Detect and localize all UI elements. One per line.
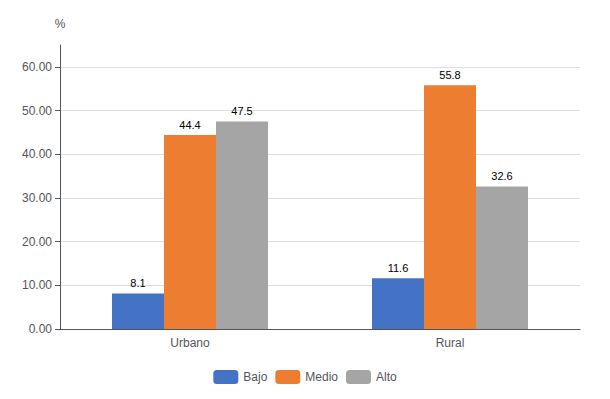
svg-text:32.6: 32.6 <box>491 170 512 182</box>
svg-text:Rural: Rural <box>436 336 465 350</box>
svg-text:50.00: 50.00 <box>22 104 52 118</box>
svg-text:Bajo: Bajo <box>243 370 267 384</box>
svg-text:60.00: 60.00 <box>22 60 52 74</box>
svg-text:55.8: 55.8 <box>439 69 460 81</box>
svg-text:30.00: 30.00 <box>22 191 52 205</box>
svg-text:Medio: Medio <box>305 370 338 384</box>
svg-text:11.6: 11.6 <box>388 262 409 274</box>
svg-text:%: % <box>55 17 66 31</box>
svg-text:40.00: 40.00 <box>22 147 52 161</box>
svg-text:0.00: 0.00 <box>29 322 53 336</box>
svg-text:8.1: 8.1 <box>130 277 145 289</box>
svg-text:44.4: 44.4 <box>179 119 200 131</box>
svg-text:47.5: 47.5 <box>231 105 252 117</box>
svg-text:10.00: 10.00 <box>22 278 52 292</box>
svg-text:Urbano: Urbano <box>170 336 210 350</box>
svg-text:Alto: Alto <box>376 370 397 384</box>
svg-text:20.00: 20.00 <box>22 235 52 249</box>
